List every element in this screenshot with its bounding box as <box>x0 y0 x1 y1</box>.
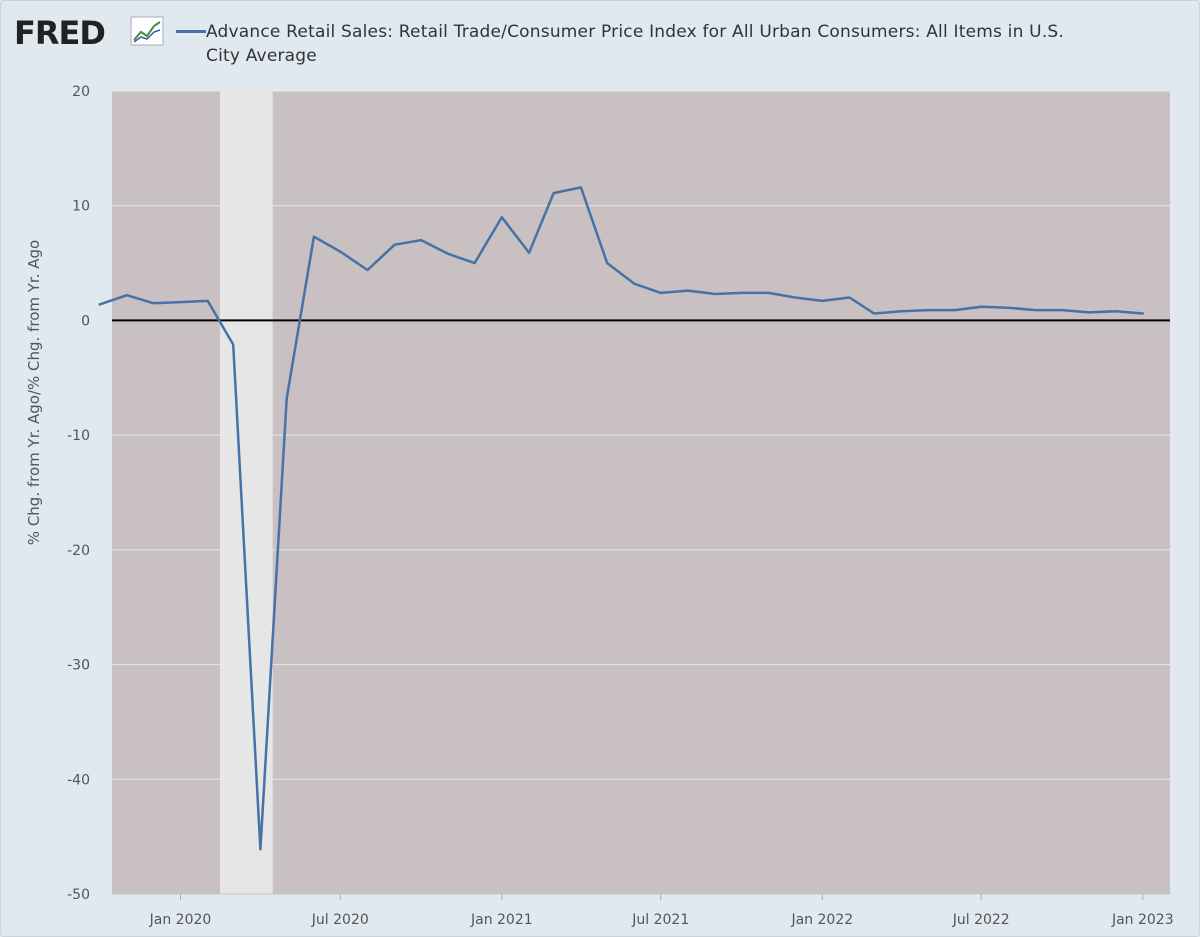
data-point[interactable] <box>499 214 505 220</box>
y-tick-label: -30 <box>67 658 90 674</box>
y-tick-label: 10 <box>72 199 90 215</box>
y-axis: 20 10 0 -10 -20 -30 -40 -50 <box>67 84 90 903</box>
x-tick-label: Jan 2023 <box>1111 912 1174 928</box>
data-point[interactable] <box>1005 305 1011 311</box>
recession-shading <box>219 91 273 894</box>
data-point[interactable] <box>631 281 637 287</box>
y-tick-label: -20 <box>67 543 90 559</box>
data-point[interactable] <box>819 298 825 304</box>
x-tick-label: Jan 2021 <box>470 912 533 928</box>
data-point[interactable] <box>739 290 745 296</box>
data-point[interactable] <box>925 307 931 313</box>
data-point[interactable] <box>1113 308 1119 314</box>
data-point[interactable] <box>1086 309 1092 315</box>
y-axis-title: % Chg. from Yr. Ago/% Chg. from Yr. Ago <box>25 240 43 545</box>
data-point[interactable] <box>685 288 691 294</box>
data-point[interactable] <box>150 300 156 306</box>
data-point[interactable] <box>604 260 610 266</box>
x-tick-label: Jul 2020 <box>311 912 369 928</box>
data-point[interactable] <box>978 304 984 310</box>
data-point[interactable] <box>952 307 958 313</box>
y-tick-label: 20 <box>72 84 90 100</box>
data-point[interactable] <box>551 190 557 196</box>
data-point[interactable] <box>847 294 853 300</box>
data-point[interactable] <box>472 260 478 266</box>
series-group <box>97 184 1146 852</box>
data-point[interactable] <box>311 234 317 240</box>
fred-logo[interactable]: FRED <box>14 14 106 52</box>
data-point[interactable] <box>1033 307 1039 313</box>
x-axis: Jan 2020 Jul 2020 Jan 2021 Jul 2021 Jan 2022… <box>112 893 1174 928</box>
data-point[interactable] <box>97 301 103 307</box>
x-tick-label: Jul 2021 <box>631 912 689 928</box>
data-point[interactable] <box>392 242 398 248</box>
x-tick-label: Jan 2020 <box>149 912 212 928</box>
legend-series-title: Advance Retail Sales: Retail Trade/Consu… <box>206 22 1065 66</box>
data-point[interactable] <box>1059 307 1065 313</box>
data-point[interactable] <box>284 395 290 401</box>
data-point[interactable] <box>766 290 772 296</box>
data-point[interactable] <box>712 291 718 297</box>
series-line[interactable] <box>98 186 1145 851</box>
y-tick-label: -40 <box>67 772 90 788</box>
y-tick-label: -10 <box>67 428 90 444</box>
data-point[interactable] <box>205 298 211 304</box>
data-point[interactable] <box>792 294 798 300</box>
data-point[interactable] <box>578 184 584 190</box>
data-point[interactable] <box>337 249 343 255</box>
legend-swatch <box>176 30 206 33</box>
data-point[interactable] <box>418 237 424 243</box>
data-point[interactable] <box>526 250 532 256</box>
data-point[interactable] <box>658 290 664 296</box>
x-tick-label: Jul 2022 <box>952 912 1010 928</box>
data-point[interactable] <box>230 342 236 348</box>
y-tick-label: -50 <box>67 887 90 903</box>
data-point[interactable] <box>445 251 451 257</box>
y-tick-label: 0 <box>81 313 90 329</box>
chart-header: FRED Advance Retail Sales: Retail Trade/… <box>14 12 1184 72</box>
plot-area <box>112 91 1170 894</box>
data-point[interactable] <box>124 292 130 298</box>
data-point[interactable] <box>871 311 877 317</box>
data-point[interactable] <box>257 846 263 852</box>
fred-logo-text: FRED <box>14 14 106 52</box>
line-graph-icon <box>130 16 164 46</box>
data-point[interactable] <box>1140 311 1146 317</box>
data-point[interactable] <box>365 267 371 273</box>
x-tick-label: Jan 2022 <box>790 912 853 928</box>
data-point[interactable] <box>898 308 904 314</box>
data-point[interactable] <box>177 299 183 305</box>
